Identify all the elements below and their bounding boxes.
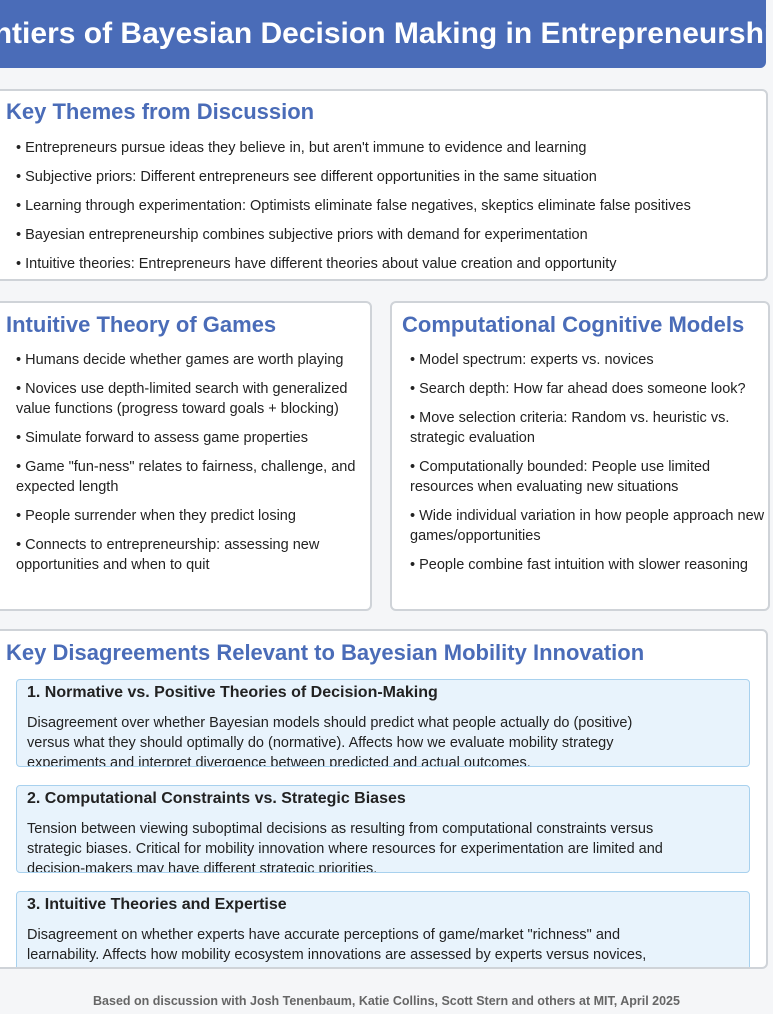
intuitive-theory-title: Intuitive Theory of Games — [6, 312, 277, 337]
list-item: Humans decide whether games are worth pl… — [16, 350, 372, 370]
list-item: Bayesian entrepreneurship combines subje… — [16, 225, 691, 245]
list-item: Entrepreneurs pursue ideas they believe … — [16, 138, 691, 158]
list-item: Search depth: How far ahead does someone… — [410, 379, 768, 399]
key-themes-card: Key Themes from Discussion Entrepreneurs… — [0, 89, 768, 281]
list-item: Model spectrum: experts vs. novices — [410, 350, 768, 370]
footer-credit: Based on discussion with Josh Tenenbaum,… — [93, 994, 680, 1008]
disagreement-box: 2. Computational Constraints vs. Strateg… — [16, 785, 750, 873]
disagreement-heading: 3. Intuitive Theories and Expertise — [27, 896, 287, 913]
list-item: Simulate forward to assess game properti… — [16, 428, 372, 448]
list-item: Intuitive theories: Entrepreneurs have d… — [16, 254, 691, 274]
list-item: Game "fun-ness" relates to fairness, cha… — [16, 457, 372, 497]
intuitive-theory-list: Humans decide whether games are worth pl… — [16, 350, 372, 584]
list-item: Wide individual variation in how people … — [410, 506, 768, 546]
key-themes-list: Entrepreneurs pursue ideas they believe … — [16, 138, 691, 283]
disagreement-box: 1. Normative vs. Positive Theories of De… — [16, 679, 750, 767]
list-item: Subjective priors: Different entrepreneu… — [16, 167, 691, 187]
list-item: Move selection criteria: Random vs. heur… — [410, 408, 768, 448]
disagreement-heading: 1. Normative vs. Positive Theories of De… — [27, 684, 438, 701]
key-themes-title: Key Themes from Discussion — [6, 99, 315, 124]
list-item: People surrender when they predict losin… — [16, 506, 372, 526]
intuitive-theory-card: Intuitive Theory of Games Humans decide … — [0, 301, 372, 611]
disagreement-text: Disagreement on whether experts have acc… — [27, 927, 647, 963]
page-title: Frontiers of Bayesian Decision Making in… — [0, 17, 766, 50]
cognitive-models-list: Model spectrum: experts vs. novices Sear… — [410, 350, 768, 584]
list-item: Learning through experimentation: Optimi… — [16, 196, 691, 216]
key-disagreements-card: Key Disagreements Relevant to Bayesian M… — [0, 629, 768, 969]
cognitive-models-card: Computational Cognitive Models Model spe… — [390, 301, 770, 611]
disagreement-heading: 2. Computational Constraints vs. Strateg… — [27, 790, 406, 807]
disagreement-box: 3. Intuitive Theories and Expertise Disa… — [16, 891, 750, 967]
list-item: Computationally bounded: People use limi… — [410, 457, 768, 497]
key-disagreements-title: Key Disagreements Relevant to Bayesian M… — [6, 640, 645, 665]
list-item: Connects to entrepreneurship: assessing … — [16, 535, 372, 575]
list-item: Novices use depth-limited search with ge… — [16, 379, 372, 419]
page-header: Frontiers of Bayesian Decision Making in… — [0, 0, 766, 68]
cognitive-models-title: Computational Cognitive Models — [402, 312, 745, 337]
disagreement-text: Disagreement over whether Bayesian model… — [27, 715, 633, 767]
list-item: People combine fast intuition with slowe… — [410, 555, 768, 575]
disagreement-text: Tension between viewing suboptimal decis… — [27, 821, 663, 873]
